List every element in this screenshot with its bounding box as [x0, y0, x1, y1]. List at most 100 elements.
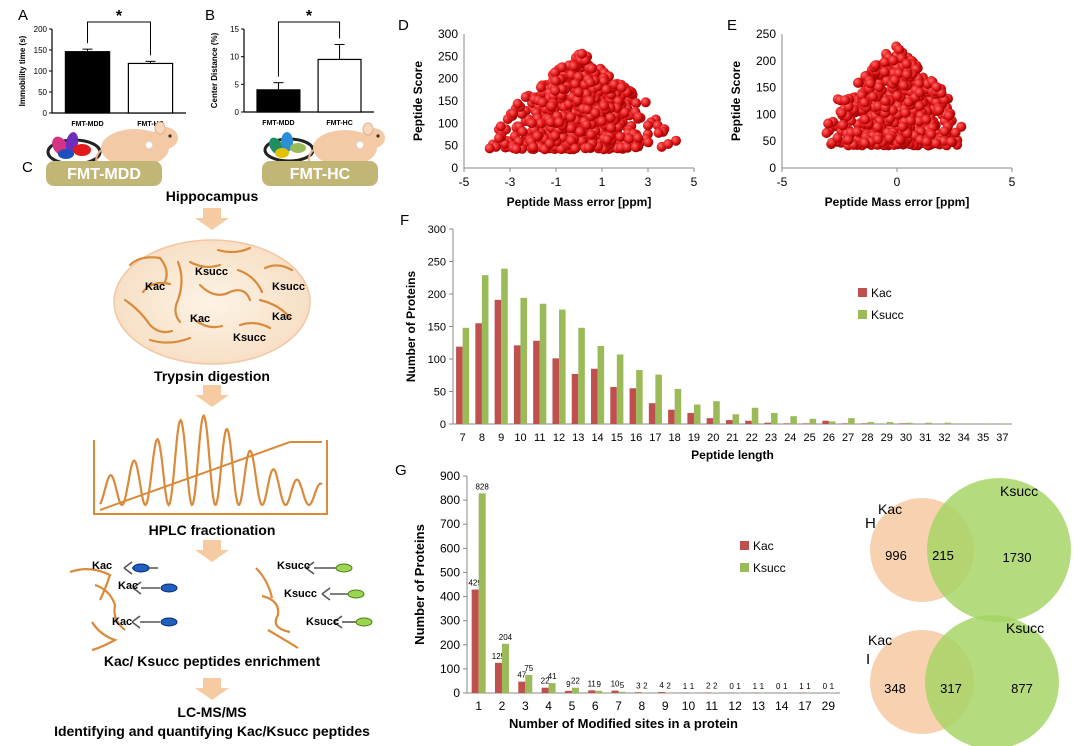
venn-set-label: Ksucc	[1000, 483, 1038, 499]
panel-label-f: F	[400, 212, 409, 229]
bar-ksucc	[636, 370, 643, 424]
panel-label-h: H	[865, 515, 876, 532]
enrich-ksucc-label: Ksucc	[284, 588, 317, 600]
mouse-illustration-mdd	[46, 121, 178, 167]
bar-kac	[494, 299, 502, 424]
bar-kac	[564, 690, 572, 693]
data-label: 41	[548, 672, 557, 681]
y-tick-label: 10	[230, 53, 239, 62]
scatter-point	[840, 95, 851, 106]
mouse-illustration-hc	[263, 122, 385, 166]
bar-ksucc	[809, 418, 817, 424]
venn-value-overlap: 215	[932, 548, 954, 563]
scatter-point	[836, 108, 847, 119]
x-tick-label: -3	[505, 175, 516, 189]
y-tick-label: 500	[440, 565, 460, 579]
x-tick-label: 5	[691, 175, 698, 189]
scatter-point	[860, 138, 870, 148]
significance-bracket	[87, 21, 151, 56]
x-tick-label: 17	[798, 699, 812, 713]
scatter-point	[633, 132, 643, 143]
data-label: 1	[806, 682, 811, 691]
x-tick-label: 35	[977, 432, 989, 444]
bar-kac	[591, 368, 598, 424]
bar-fmt-mdd	[256, 89, 301, 113]
x-tick-label: 5	[569, 699, 576, 713]
scatter-point	[868, 91, 879, 102]
y-axis-label: Peptide Score	[411, 61, 425, 141]
x-tick-label: 25	[803, 432, 815, 444]
mod-label: Kac	[145, 281, 165, 293]
scatter-point	[535, 82, 546, 93]
bar-kac	[899, 423, 906, 424]
scatter-point	[484, 143, 495, 154]
bar-ksucc	[481, 275, 489, 424]
scatter-point	[921, 136, 932, 147]
step-identify: Identifying and quantifying Kac/Ksucc pe…	[54, 723, 370, 739]
scatter-point	[568, 61, 579, 72]
bar-fmt-hc	[317, 58, 362, 113]
scatter-point	[606, 122, 617, 133]
data-label: 1	[683, 682, 688, 691]
step-enrich: Kac/ Ksucc peptides enrichment	[104, 653, 321, 669]
legend-label: Ksucc	[753, 561, 786, 575]
bar-ksucc	[559, 309, 566, 424]
data-label: 3	[636, 681, 641, 690]
scatter-point	[944, 110, 954, 121]
bar-kac	[841, 423, 849, 424]
scatter-point	[599, 100, 610, 111]
x-tick-label: 28	[861, 432, 873, 444]
scatter-point	[550, 85, 561, 96]
scatter-point	[554, 117, 565, 128]
data-label: 4	[659, 681, 664, 690]
scatter-points	[484, 48, 681, 155]
scatter-point	[550, 75, 561, 86]
mod-label: Kac	[272, 311, 292, 323]
step-lcms: LC-MS/MS	[177, 704, 246, 720]
bar-kac	[475, 323, 482, 424]
data-label: 5	[620, 681, 625, 690]
y-axis-label: Peptide Score	[729, 61, 743, 141]
scatter-point	[889, 75, 900, 86]
scatter-point	[939, 136, 949, 147]
bar-fmt-hc	[127, 62, 174, 114]
y-axis-label: Center Distance (%)	[210, 32, 219, 108]
data-label: 2	[643, 682, 648, 691]
legend-swatch-kac	[740, 541, 749, 550]
y-tick-label: 100	[428, 354, 446, 366]
panel-label-e: E	[727, 17, 737, 34]
data-label: 2	[706, 682, 711, 691]
panel-label-g: G	[395, 462, 407, 479]
bar-ksucc	[693, 404, 701, 424]
data-label: 22	[571, 677, 580, 686]
scatter-point	[586, 63, 597, 74]
legend-swatch-ksucc	[858, 310, 867, 319]
x-tick-label: 23	[765, 432, 777, 444]
y-tick-label: 250	[438, 49, 458, 63]
x-tick-label: 3	[645, 175, 652, 189]
significance-marker: *	[306, 8, 313, 25]
y-tick-label: 100	[34, 67, 48, 76]
mod-label: Ksucc	[272, 281, 305, 293]
data-label: 10	[611, 680, 620, 689]
scatter-point	[894, 44, 905, 55]
x-tick-label: 11	[534, 432, 545, 444]
x-tick-label: 27	[842, 432, 854, 444]
bar-kac	[541, 687, 549, 693]
scatter-point	[901, 58, 912, 69]
y-tick-label: 200	[440, 638, 460, 652]
scatter-point	[570, 78, 581, 89]
y-tick-label: 50	[763, 134, 777, 148]
data-label: 1	[760, 682, 765, 691]
bar-ksucc	[886, 422, 894, 424]
scatter-point	[663, 139, 674, 149]
x-tick-label: 15	[611, 432, 623, 444]
scatter-point	[573, 87, 584, 98]
x-tick-label: 14	[775, 699, 789, 713]
x-tick-label: 37	[996, 432, 1008, 444]
scatter-point	[934, 104, 945, 115]
x-tick-label: 2	[499, 699, 506, 713]
y-tick-label: 15	[230, 25, 239, 34]
y-tick-label: 300	[438, 27, 458, 41]
